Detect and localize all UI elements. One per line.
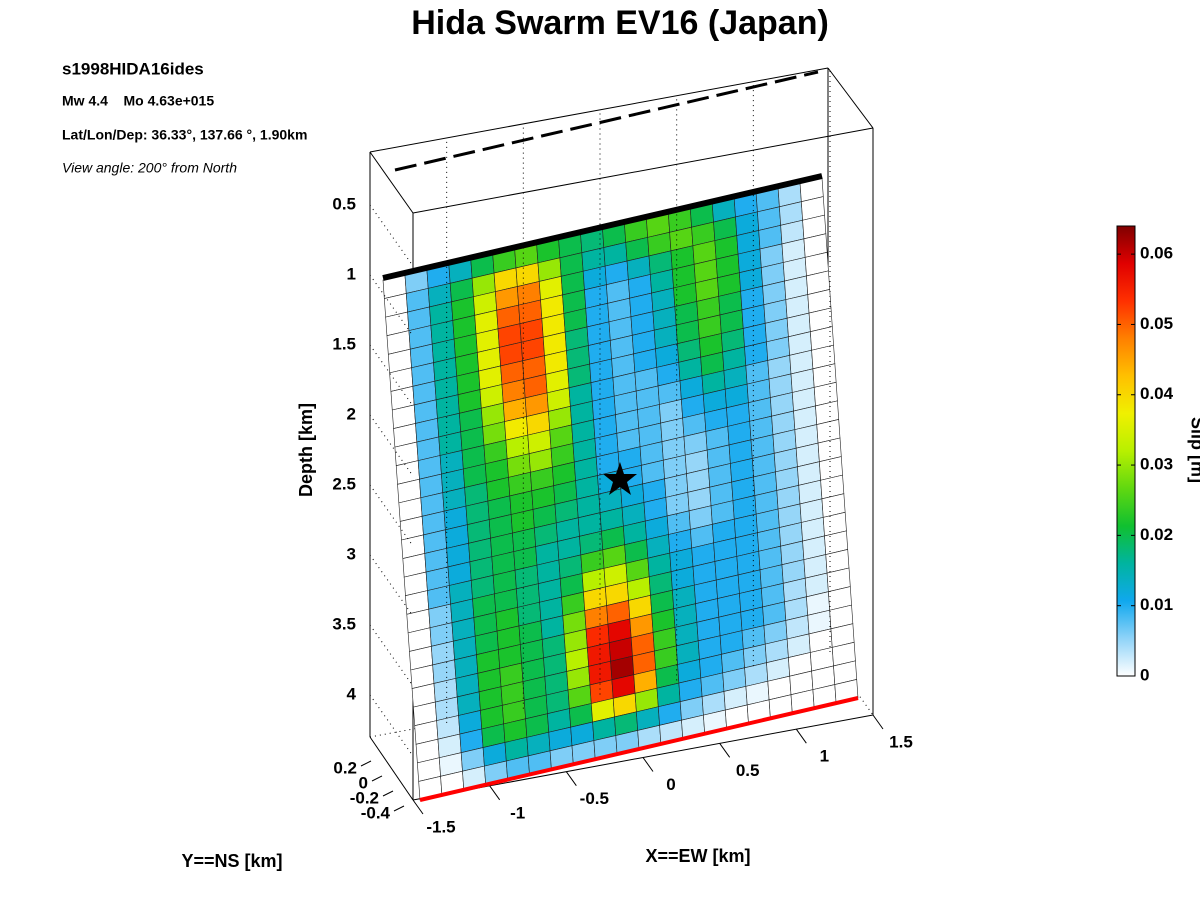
y-tick-label: -0.2 [350,788,379,807]
slip-grid [382,177,859,801]
z-tick-label: 2.5 [332,474,356,493]
x-axis-label: X==EW [km] [645,846,750,866]
y-tick [382,790,394,797]
x-tick [872,714,884,730]
x-tick-label: 1.5 [889,732,913,751]
x-tick-label: 0.5 [736,761,760,780]
z-tick-label: 4 [347,684,357,703]
colorbar-tick-label: 0.06 [1140,244,1173,263]
magnitude: Mw 4.4 Mo 4.63e+015 [62,93,214,109]
y-tick [360,760,372,767]
x-tick [489,785,501,801]
hypocenter-star [603,462,637,495]
y-tick-label: -0.4 [361,803,391,822]
x-tick-label: 0 [666,775,675,794]
colorbar-tick-label: 0 [1140,665,1149,684]
colorbar [1116,225,1136,677]
colorbar-tick-label: 0.02 [1140,525,1173,544]
y-tick-label: 0 [359,773,368,792]
view-angle: View angle: 200° from North [62,160,237,176]
chart-title: Hida Swarm EV16 (Japan) [411,4,829,42]
x-tick-label: -1 [510,803,525,822]
y-axis-label: Y==NS [km] [181,851,282,871]
x-tick-label: -1.5 [426,817,455,836]
fault-lines [382,70,859,802]
colorbar-tick-label: 0.05 [1140,314,1173,333]
colorbar-tick-label: 0.04 [1140,384,1174,403]
x-tick [642,757,654,772]
z-tick-label: 1 [347,264,356,283]
z-tick-label: 2 [347,404,356,423]
y-tick [371,775,383,782]
x-tick [719,743,731,758]
colorbar-label: Slip [m] [1187,417,1200,483]
z-tick-label: 3.5 [332,614,356,633]
z-grid-line [369,204,414,267]
z-grid-line [369,624,414,687]
x-tick [565,771,577,786]
z-tick-label: 0.5 [332,194,356,213]
x-tick [795,728,807,744]
z-axis-label: Depth [km] [296,403,316,497]
y-tick-label: 0.2 [333,758,357,777]
z-tick-label: 3 [347,544,356,563]
colorbar-tick-label: 0.03 [1140,455,1173,474]
x-tick [412,799,424,815]
z-tick-label: 1.5 [332,334,356,353]
x-tick-label: 1 [820,747,829,766]
x-tick-label: -0.5 [580,789,609,808]
location: Lat/Lon/Dep: 36.33°, 137.66 °, 1.90km [62,127,307,143]
y-tick [393,805,405,812]
colorbar-tick-label: 0.01 [1140,595,1173,614]
event-id: s1998HIDA16ides [62,59,204,78]
